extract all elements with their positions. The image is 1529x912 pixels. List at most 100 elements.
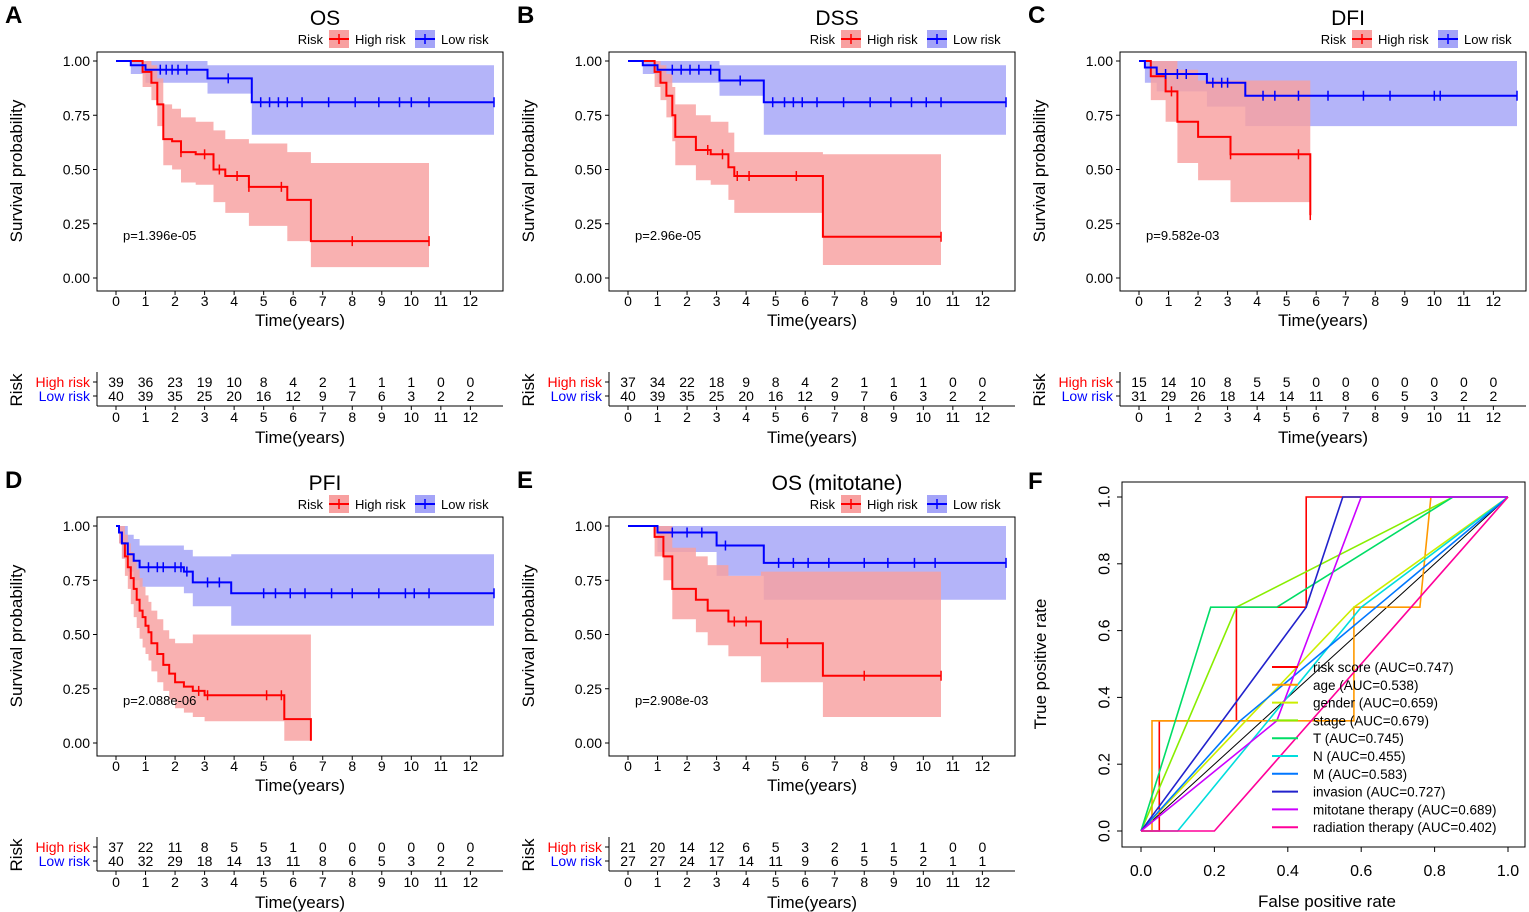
risk-count-high: 8 (260, 374, 268, 390)
risk-row-low-label: Low risk (39, 388, 91, 404)
y-tick-label: 0.50 (63, 627, 90, 643)
risk-count-high: 0 (1401, 374, 1409, 390)
risk-count-high: 18 (709, 374, 725, 390)
chart-title: OS (mitotane) (772, 472, 903, 495)
high-risk-curve (628, 60, 941, 238)
x-tick-label: 11 (946, 758, 961, 774)
risk-row-high-label: High risk (36, 839, 91, 855)
risk-count-high: 3 (801, 839, 809, 855)
risk-count-low: 39 (138, 388, 154, 404)
high-risk-curve (1139, 60, 1312, 216)
risk-count-low: 16 (256, 388, 272, 404)
risk-count-high: 19 (197, 374, 213, 390)
legend-high-label: High risk (1378, 32, 1429, 47)
legend-title: Risk (298, 497, 324, 512)
legend-low-label: Low risk (1464, 32, 1512, 47)
risk-count-high: 34 (650, 374, 666, 390)
panel-letter: B (517, 2, 534, 29)
risk-count-low: 6 (831, 853, 839, 869)
risk-count-high: 10 (226, 374, 242, 390)
risk-x-tick-label: 11 (1457, 409, 1472, 425)
high-risk-curve (628, 525, 941, 677)
risk-count-low: 9 (831, 388, 839, 404)
legend-low-label: Low risk (953, 497, 1001, 512)
risk-count-low: 6 (890, 388, 898, 404)
y-axis-label: True positive rate (1031, 599, 1050, 730)
panel-letter: F (1028, 468, 1043, 495)
risk-count-high: 0 (949, 374, 957, 390)
risk-count-high: 1 (407, 374, 415, 390)
risk-count-low: 18 (1220, 388, 1236, 404)
high-risk-ci-band (1139, 61, 1311, 265)
risk-count-high: 1 (348, 374, 356, 390)
risk-count-low: 1 (949, 853, 957, 869)
risk-table-title: Risk (519, 373, 538, 407)
x-tick-label: 3 (713, 293, 721, 309)
x-tick-label: 8 (348, 758, 356, 774)
risk-count-high: 23 (167, 374, 183, 390)
low-risk-curve (628, 60, 1006, 104)
x-tick-label: 1 (654, 293, 662, 309)
legend-title: Risk (810, 32, 836, 47)
risk-count-high: 9 (742, 374, 750, 390)
y-tick-label: 0.75 (1086, 107, 1113, 123)
x-tick-label: 11 (434, 758, 449, 774)
x-tick-label: 0.0 (1130, 863, 1152, 880)
risk-x-tick-label: 6 (1312, 409, 1320, 425)
risk-table-title: Risk (1030, 373, 1049, 407)
risk-count-high: 1 (860, 839, 868, 855)
risk-count-high: 0 (949, 839, 957, 855)
risk-count-high: 5 (1253, 374, 1261, 390)
risk-x-tick-label: 10 (916, 874, 932, 890)
risk-count-high: 0 (466, 374, 474, 390)
risk-row-high-label: High risk (548, 374, 603, 390)
risk-x-tick-label: 7 (319, 874, 327, 890)
x-tick-label: 1.0 (1497, 863, 1519, 880)
risk-x-tick-label: 5 (260, 409, 268, 425)
y-axis-label: Survival probability (519, 99, 538, 242)
risk-x-tick-label: 6 (801, 409, 809, 425)
risk-count-low: 3 (407, 853, 415, 869)
x-tick-label: 11 (434, 293, 449, 309)
risk-count-high: 36 (138, 374, 154, 390)
risk-x-tick-label: 2 (171, 874, 179, 890)
x-tick-label: 0.6 (1350, 863, 1372, 880)
x-tick-label: 4 (742, 293, 750, 309)
risk-x-tick-label: 12 (975, 874, 991, 890)
y-tick-label: 0.2 (1097, 753, 1114, 775)
risk-x-tick-label: 5 (1283, 409, 1291, 425)
low-risk-curve (116, 60, 494, 104)
risk-x-tick-label: 11 (946, 874, 961, 890)
risk-count-high: 20 (650, 839, 666, 855)
risk-count-low: 25 (709, 388, 725, 404)
risk-x-tick-label: 3 (1224, 409, 1232, 425)
risk-count-low: 31 (1131, 388, 1147, 404)
x-tick-label: 2 (171, 293, 179, 309)
x-tick-label: 5 (772, 293, 780, 309)
risk-x-tick-label: 1 (142, 874, 150, 890)
risk-count-low: 29 (1161, 388, 1177, 404)
risk-x-tick-label: 6 (289, 409, 297, 425)
risk-count-low: 16 (768, 388, 784, 404)
high-risk-ci-band (116, 61, 429, 268)
risk-count-high: 11 (168, 839, 183, 855)
x-tick-label: 5 (260, 758, 268, 774)
risk-count-low: 12 (797, 388, 813, 404)
risk-count-low: 14 (1279, 388, 1295, 404)
x-tick-label: 10 (916, 293, 932, 309)
y-tick-label: 0.00 (575, 270, 602, 286)
x-tick-label: 8 (1371, 293, 1379, 309)
risk-row-high-label: High risk (1059, 374, 1114, 390)
x-axis-label: Time(years) (767, 776, 857, 795)
risk-x-tick-label: 8 (1371, 409, 1379, 425)
risk-count-low: 40 (108, 853, 124, 869)
x-tick-label: 0.4 (1277, 863, 1299, 880)
risk-x-tick-label: 4 (1253, 409, 1261, 425)
legend-high-label: High risk (355, 32, 406, 47)
x-tick-label: 10 (404, 293, 420, 309)
x-tick-label: 11 (946, 293, 961, 309)
legend-high-label: High risk (355, 497, 406, 512)
risk-count-high: 4 (289, 374, 297, 390)
roc-legend-label: N (AUC=0.455) (1313, 749, 1406, 764)
